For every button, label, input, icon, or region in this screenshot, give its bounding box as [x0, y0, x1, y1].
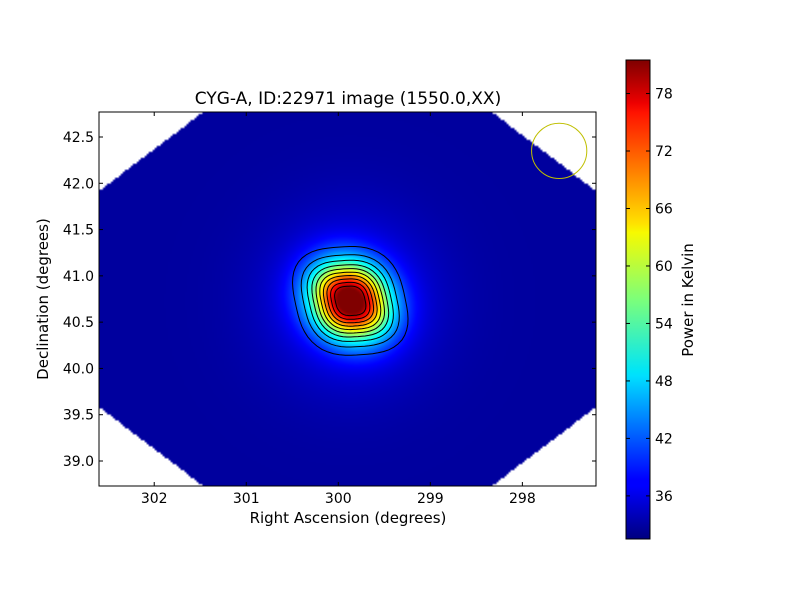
contour-line	[315, 268, 386, 334]
colorbar-ticks: 36 42 48 54 60 66 72 78	[626, 87, 673, 505]
colorbar-gradient	[626, 60, 650, 539]
contour-line	[306, 259, 394, 342]
colorbar-tick-label: 60	[655, 259, 673, 275]
x-axis-label: Right Ascension (degrees)	[250, 509, 447, 527]
contour-line	[291, 246, 409, 356]
y-tick-label: 42.5	[63, 130, 94, 146]
plot-frame	[98, 111, 597, 487]
colorbar-tick-label: 54	[655, 316, 673, 332]
contour-line	[322, 274, 378, 327]
heatmap-image	[99, 112, 596, 486]
plot-area	[98, 111, 597, 487]
x-tick-label: 298	[509, 491, 536, 507]
colorbar-tick-label: 42	[655, 431, 673, 447]
contour-lines	[291, 246, 409, 356]
y-tick-label: 39.5	[63, 408, 94, 424]
colorbar-frame	[625, 59, 651, 540]
colorbar-tick-label: 78	[655, 87, 673, 103]
x-tick-label: 301	[233, 491, 260, 507]
colorbar-tick-label: 72	[655, 144, 673, 160]
chart-title: CYG-A, ID:22971 image (1550.0,XX)	[195, 89, 501, 109]
x-tick-label: 300	[325, 491, 352, 507]
y-tick-label: 40.5	[63, 315, 94, 331]
y-tick-label: 42.0	[63, 176, 94, 192]
x-tick-label: 302	[141, 491, 168, 507]
y-tick-label: 41.0	[63, 269, 94, 285]
y-tick-label: 40.0	[63, 361, 94, 377]
x-tick-label: 299	[417, 491, 444, 507]
y-tick-label: 41.5	[63, 223, 94, 239]
y-axis: 39.0 39.5 40.0 40.5 41.0 41.5 42.0 42.5	[63, 130, 596, 470]
contour-line	[326, 278, 375, 324]
colorbar-tick-label: 36	[655, 489, 673, 505]
y-tick-label: 39.0	[63, 454, 94, 470]
colorbar-tick-label: 48	[655, 374, 673, 390]
contour-line	[330, 281, 371, 320]
y-axis-label: Declination (degrees)	[34, 218, 52, 380]
colorbar: 36 42 48 54 60 66 72 78 Power in Kelvin	[625, 59, 697, 540]
x-axis: 302 301 300 299 298	[141, 112, 536, 507]
beam-circle	[531, 122, 588, 179]
contour-line	[311, 264, 390, 338]
colorbar-tick-label: 66	[655, 201, 673, 217]
contour-line	[319, 271, 382, 331]
contour-line	[300, 254, 400, 348]
contour-line	[334, 285, 367, 317]
colorbar-label: Power in Kelvin	[679, 243, 697, 357]
